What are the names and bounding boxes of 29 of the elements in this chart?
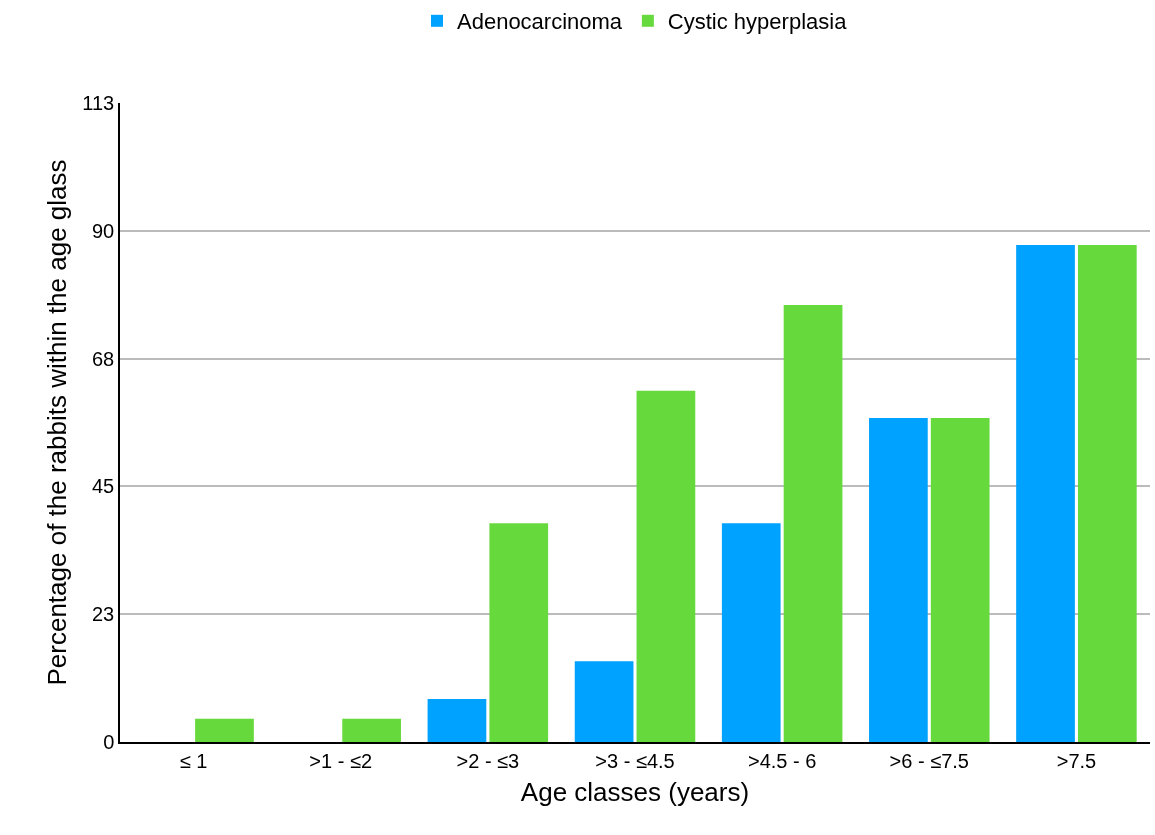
x-tick-label: ≤ 1	[179, 749, 208, 772]
x-axis-title: Age classes (years)	[520, 776, 750, 807]
bar	[427, 699, 487, 742]
x-tick-label: >6 - ≤7.5	[889, 749, 969, 772]
y-tick-label: 23	[92, 603, 115, 626]
bar	[342, 718, 401, 742]
x-tick-label: >3 - ≤4.5	[595, 749, 675, 772]
bar	[636, 390, 696, 742]
y-tick-label: 90	[92, 219, 115, 242]
x-tick-label: >4.5 - 6	[747, 749, 817, 772]
bar	[930, 417, 990, 742]
y-tick-label: 68	[92, 347, 115, 370]
bar	[195, 718, 254, 742]
bar	[489, 523, 549, 742]
bar	[574, 661, 634, 742]
y-tick-label: 45	[92, 475, 115, 498]
legend-label: Adenocarcinoma	[457, 9, 623, 35]
bar	[783, 304, 843, 742]
y-axis-title: Percentage of the rabbits within the age glass	[42, 159, 73, 686]
x-tick-label: >7.5	[1056, 749, 1097, 772]
bar	[1077, 244, 1137, 742]
y-tick-label: 113	[82, 92, 115, 114]
bar	[721, 523, 781, 742]
bar	[1016, 244, 1075, 742]
legend-label: Cystic hyperplasia	[667, 9, 848, 35]
y-tick-label: 0	[103, 731, 115, 753]
bar	[869, 417, 928, 742]
x-tick-label: >2 - ≤3	[456, 749, 520, 772]
x-tick-label: >1 - ≤2	[309, 749, 373, 772]
